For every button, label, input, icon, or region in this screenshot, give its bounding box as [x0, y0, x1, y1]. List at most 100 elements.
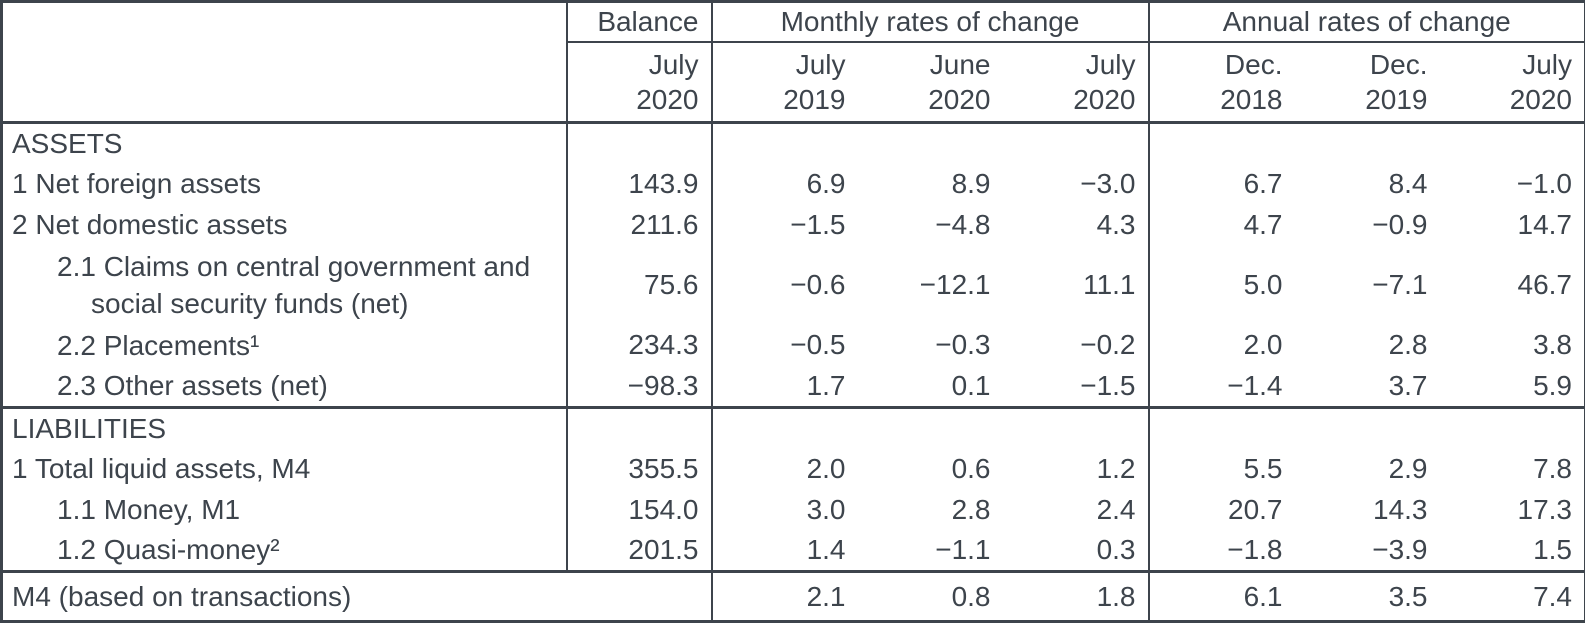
value-cell: 8.9 [951, 168, 991, 200]
empty-cell [1003, 123, 1149, 165]
table-row-quasi-money: 1.2 Quasi-money² 201.5 1.4 −1.1 0.3 −1.8… [2, 529, 1585, 572]
value-cell: 2.0 [710, 449, 858, 490]
table-row-net-domestic-assets: 2 Net domestic assets 211.6 −1.5 −4.8 4.… [2, 204, 1585, 245]
row-label: 1 Total liquid assets, M4 [12, 453, 311, 485]
value-cell: 355.5 [565, 449, 712, 490]
value-cell: 6.7 [1147, 164, 1295, 205]
value-cell: 0.8 [857, 570, 1003, 622]
annual-rates-group-header: Annual rates of change [1147, 1, 1585, 43]
value-cell: 11.1 [1083, 269, 1136, 301]
empty-cell [1439, 405, 1585, 450]
period-header-monthly-2: June 2020 [857, 42, 1003, 124]
value-cell: 2.8 [951, 493, 991, 525]
value-cell: −1.4 [1147, 365, 1295, 408]
row-label: 2.3 Other assets (net) [2, 366, 567, 408]
value-cell: 211.6 [565, 204, 712, 245]
value-cell: −1.0 [1516, 168, 1572, 200]
period-month: June [929, 49, 991, 80]
empty-cell [1440, 123, 1585, 165]
row-label-line1: 2.2 Placements¹ [57, 329, 260, 361]
value-cell: 4.3 [1096, 208, 1136, 240]
row-label: 2.2 Placements¹ [2, 325, 567, 365]
value-cell: 6.9 [710, 164, 858, 205]
value-cell: 6.1 [1147, 570, 1295, 622]
empty-cell [710, 122, 858, 165]
value-cell: −3.0 [1080, 168, 1136, 200]
value-cell: −98.3 [565, 365, 712, 408]
empty-cell [857, 405, 1003, 450]
value-cell: −1.1 [935, 533, 991, 565]
period-year: 2020 [928, 84, 991, 115]
row-label-line2: social security funds (net) [91, 288, 409, 320]
table-row-total-liquid-assets: 1 Total liquid assets, M4 355.5 2.0 0.6 … [2, 449, 1585, 490]
value-cell: 14.3 [1373, 493, 1428, 525]
period-month: Dec. [1369, 49, 1428, 80]
period-header-balance: July 2020 [565, 42, 712, 124]
value-cell: −0.5 [710, 325, 858, 366]
row-label-line1: 1.2 Quasi-money² [57, 534, 280, 566]
value-cell: 5.9 [1533, 369, 1572, 401]
empty-cell [565, 122, 712, 165]
period-month: July [795, 49, 846, 80]
row-label: 1.1 Money, M1 [2, 489, 567, 529]
value-cell: −0.6 [710, 244, 858, 326]
value-cell: 2.1 [710, 570, 858, 622]
row-label: 1 Net foreign assets [12, 168, 262, 200]
value-cell: 7.8 [1533, 453, 1572, 485]
empty-cell [1147, 405, 1295, 450]
value-cell: 2.9 [1388, 453, 1428, 485]
value-cell: 46.7 [1517, 269, 1573, 301]
value-cell: 4.7 [1147, 204, 1295, 245]
section-label: LIABILITIES [1, 405, 567, 450]
value-cell: 75.6 [565, 244, 712, 326]
value-cell: −1.5 [710, 204, 858, 245]
value-cell: 143.9 [565, 164, 712, 205]
value-cell: 8.4 [1388, 168, 1428, 200]
value-cell: 1.8 [1002, 570, 1149, 622]
period-year: 2019 [1365, 84, 1428, 115]
value-cell: −0.9 [1372, 208, 1428, 240]
period-header-monthly-1: July 2019 [710, 42, 858, 124]
period-year: 2020 [1073, 84, 1136, 115]
value-cell: 201.5 [565, 529, 712, 572]
empty-cell [1295, 123, 1440, 165]
value-cell: 1.4 [710, 529, 858, 572]
value-cell: 2.0 [1147, 325, 1295, 366]
period-year: 2020 [1509, 84, 1572, 115]
empty-cell [565, 405, 712, 450]
value-cell: 3.7 [1388, 369, 1428, 401]
row-label: 2.1 Claims on central government and soc… [2, 245, 567, 326]
period-header-monthly-3: July 2020 [1002, 42, 1149, 124]
empty-cell [1294, 405, 1440, 450]
table-row-m4-transactions: M4 (based on transactions) 2.1 0.8 1.8 6… [1, 570, 1585, 622]
value-cell: −4.8 [935, 208, 991, 240]
value-cell: 3.8 [1533, 329, 1572, 361]
value-cell: −1.5 [1080, 369, 1136, 401]
row-label: 2 Net domestic assets [12, 208, 288, 240]
value-cell: 1.7 [710, 365, 858, 408]
table-row-claims-central-government: 2.1 Claims on central government and soc… [2, 244, 1585, 326]
value-cell: −7.1 [1372, 269, 1428, 301]
row-label: 1.2 Quasi-money² [2, 530, 567, 572]
empty-cell [1002, 405, 1149, 450]
value-cell: 2.4 [1096, 493, 1136, 525]
value-cell: 5.0 [1147, 244, 1295, 326]
row-label-line1: 1.1 Money, M1 [57, 494, 241, 526]
period-year: 2020 [636, 84, 699, 115]
value-cell: 154.0 [565, 489, 712, 530]
value-cell: 3.5 [1294, 570, 1440, 622]
value-cell: 20.7 [1147, 489, 1295, 530]
header-period-row: July 2020 July 2019 June 2020 July 2020 … [2, 42, 1585, 124]
period-month: Dec. [1224, 49, 1283, 80]
header-group-row: Balance Monthly rates of change Annual r… [1, 1, 1585, 124]
value-cell: 234.3 [565, 325, 712, 366]
table-row-placements: 2.2 Placements¹ 234.3 −0.5 −0.3 −0.2 2.0… [2, 325, 1585, 366]
empty-cell [858, 123, 1003, 165]
monthly-rates-group-header: Monthly rates of change [710, 1, 1149, 43]
period-header-annual-2: Dec. 2019 [1294, 42, 1440, 124]
value-cell: 1.2 [1096, 453, 1136, 485]
value-cell: 7.4 [1439, 570, 1585, 622]
period-month: July [1085, 49, 1136, 80]
